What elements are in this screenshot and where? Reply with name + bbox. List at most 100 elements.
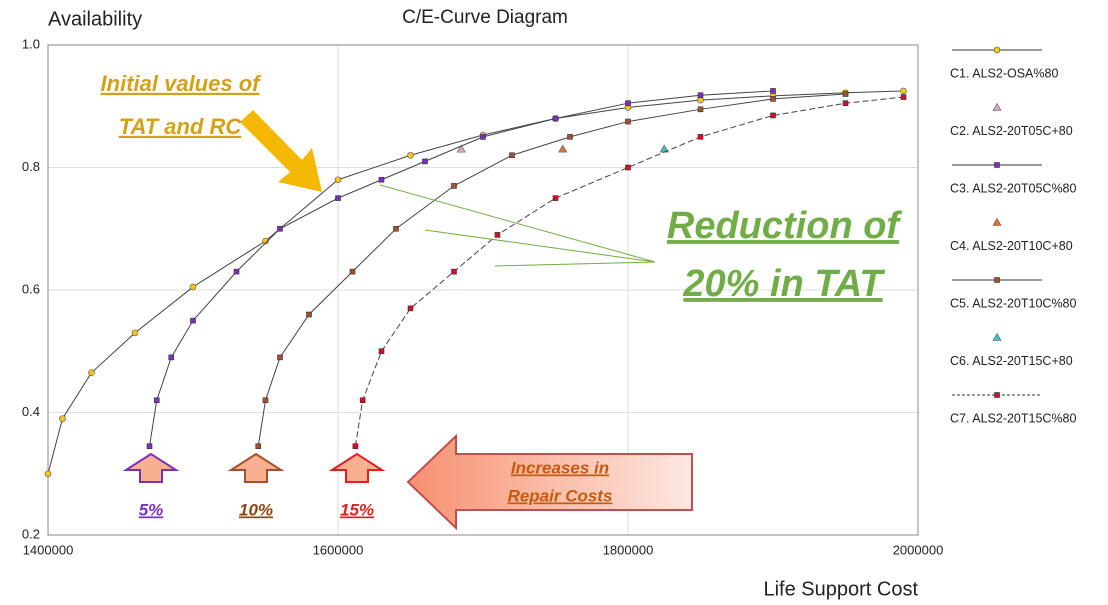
x-tick-label: 1800000 bbox=[603, 542, 654, 557]
marker bbox=[770, 96, 776, 102]
annotation: 20% in TAT bbox=[682, 263, 885, 305]
marker bbox=[552, 195, 559, 201]
marker bbox=[697, 96, 704, 104]
annotation: Increases in bbox=[511, 458, 609, 477]
plot-area bbox=[44, 44, 919, 536]
marker bbox=[233, 268, 240, 275]
marker bbox=[842, 91, 849, 97]
marker bbox=[842, 100, 849, 106]
arrow bbox=[227, 452, 285, 483]
annotation: 5% bbox=[139, 500, 164, 519]
marker bbox=[393, 225, 399, 232]
legend-label: C4. ALS2-20T10C+80 bbox=[950, 239, 1073, 253]
y-tick-label: 0.6 bbox=[22, 281, 40, 296]
annotations: Initial values of TAT and RC Reduction o… bbox=[101, 71, 903, 531]
pointer-lines bbox=[379, 184, 656, 267]
annotation: Reduction of bbox=[667, 205, 903, 247]
legend-label: C2. ALS2-20T05C+80 bbox=[950, 124, 1073, 138]
marker bbox=[334, 176, 342, 184]
marker bbox=[558, 144, 568, 153]
marker bbox=[306, 311, 312, 318]
x-tick-label: 1600000 bbox=[313, 542, 364, 557]
annotation: 10% bbox=[239, 500, 273, 519]
marker bbox=[494, 232, 501, 238]
marker bbox=[451, 183, 457, 189]
marker bbox=[567, 134, 573, 140]
marker bbox=[277, 225, 283, 232]
marker bbox=[153, 397, 160, 404]
series-line bbox=[149, 90, 774, 447]
marker bbox=[352, 443, 359, 449]
marker bbox=[262, 237, 269, 245]
marker bbox=[900, 94, 907, 100]
y-tick-label: 1.0 bbox=[22, 36, 40, 51]
series-line bbox=[354, 96, 904, 447]
marker bbox=[59, 415, 66, 422]
marker bbox=[992, 217, 1002, 226]
series bbox=[146, 88, 776, 449]
marker bbox=[378, 176, 385, 183]
marker bbox=[697, 106, 704, 113]
legend-label: C1. ALS2-OSA%80 bbox=[950, 66, 1058, 80]
y-tick-label: 0.8 bbox=[22, 159, 40, 174]
chart-title: C/E-Curve Diagram bbox=[402, 7, 568, 28]
marker bbox=[480, 134, 486, 140]
arrow bbox=[122, 452, 180, 483]
annotation: TAT and RC bbox=[119, 114, 243, 139]
marker bbox=[994, 392, 1000, 398]
marker bbox=[697, 134, 704, 140]
legend-label: C5. ALS2-20T10C%80 bbox=[950, 296, 1077, 310]
marker bbox=[407, 305, 414, 312]
series bbox=[456, 144, 466, 153]
marker bbox=[993, 46, 1001, 54]
marker bbox=[625, 164, 631, 171]
marker bbox=[994, 162, 1000, 168]
series bbox=[558, 144, 568, 153]
marker bbox=[451, 268, 457, 275]
x-tick-label: 2000000 bbox=[893, 542, 944, 557]
marker bbox=[770, 112, 776, 119]
arrow bbox=[240, 110, 322, 192]
series bbox=[352, 94, 907, 449]
x-axis-label: Life Support Cost bbox=[763, 578, 918, 600]
annotation: Initial values of bbox=[101, 71, 263, 96]
marker bbox=[994, 277, 1000, 283]
marker bbox=[378, 348, 385, 355]
marker bbox=[770, 88, 776, 94]
arrow bbox=[328, 452, 386, 483]
marker bbox=[992, 332, 1002, 341]
legend-label: C7. ALS2-20T15C%80 bbox=[950, 411, 1077, 425]
y-axis-label: Availability bbox=[48, 8, 142, 30]
marker bbox=[168, 354, 175, 361]
marker bbox=[359, 397, 366, 404]
legend-label: C3. ALS2-20T05C%80 bbox=[950, 181, 1077, 195]
marker bbox=[900, 87, 907, 95]
series bbox=[255, 91, 849, 449]
y-tick-label: 0.4 bbox=[22, 404, 40, 419]
annotation: Repair Costs bbox=[508, 486, 613, 505]
marker bbox=[88, 369, 95, 376]
marker bbox=[509, 152, 515, 159]
marker bbox=[456, 144, 466, 153]
annotation: 15% bbox=[340, 500, 374, 519]
marker bbox=[335, 195, 341, 201]
marker bbox=[255, 443, 262, 449]
x-tick-label: 1400000 bbox=[23, 542, 74, 557]
arrow bbox=[406, 433, 693, 531]
marker bbox=[131, 329, 139, 337]
marker bbox=[697, 92, 704, 99]
marker bbox=[992, 102, 1002, 111]
marker bbox=[349, 268, 356, 275]
marker bbox=[44, 470, 52, 478]
marker bbox=[262, 397, 269, 404]
plot-frame bbox=[47, 44, 919, 536]
marker bbox=[625, 118, 631, 125]
marker bbox=[146, 443, 153, 449]
y-tick-label: 0.2 bbox=[22, 526, 40, 541]
marker bbox=[422, 158, 428, 165]
marker bbox=[190, 317, 196, 324]
legend-label: C6. ALS2-20T15C+80 bbox=[950, 354, 1073, 368]
marker bbox=[625, 100, 631, 106]
marker bbox=[189, 283, 197, 291]
